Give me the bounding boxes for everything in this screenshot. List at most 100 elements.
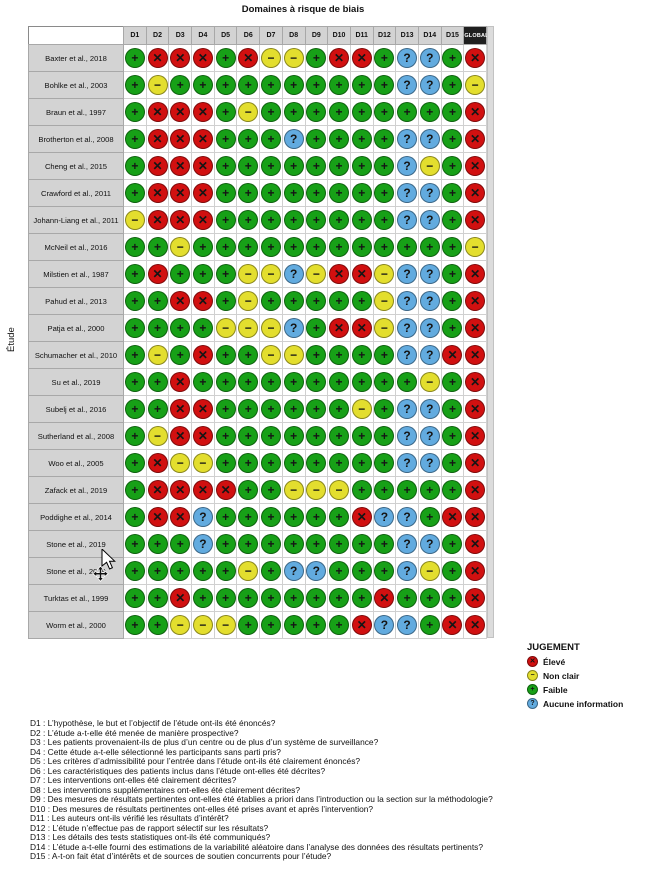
judgment-cell: ? — [395, 71, 419, 99]
judgment-cell: + — [417, 503, 442, 531]
table-row: Su et al., 2019 + + ✕ + + + + + + + + + + − + ✕ — [28, 368, 487, 396]
judgment-cell: + — [349, 179, 374, 207]
judgment-circle-non-clair: − — [124, 210, 145, 230]
judgment-circle-faible: + — [260, 480, 281, 500]
judgment-circle-faible: + — [260, 210, 281, 230]
judgment-circle-non-clair: − — [260, 318, 281, 338]
judgment-cell: ? — [395, 125, 419, 153]
judgment-circle-faible: + — [238, 372, 259, 392]
judgment-cell: + — [123, 233, 147, 261]
judgment-cell: ✕ — [327, 260, 351, 288]
judgment-cell: + — [349, 422, 374, 450]
judgment-circle-faible: + — [442, 372, 463, 392]
judgment-circle-faible: + — [170, 318, 191, 338]
judgment-circle-faible: + — [260, 426, 281, 446]
judgment-circle-aucune-information: ? — [397, 129, 418, 149]
legend-label: Faible — [543, 684, 568, 695]
judgment-cell: ✕ — [145, 152, 170, 180]
judgment-cell: + — [123, 341, 147, 369]
judgment-circle-faible: + — [238, 210, 259, 230]
judgment-cell: + — [123, 44, 147, 72]
judgment-circle-faible: + — [215, 129, 236, 149]
judgment-cell: + — [349, 584, 374, 612]
judgment-cell: ? — [372, 611, 397, 639]
table-row: McNeil et al., 2016 + + − + + + + + + + + + + + + − — [28, 233, 487, 261]
judgment-circle-faible: + — [419, 615, 440, 635]
column-header-d13: D13 — [395, 26, 419, 45]
judgment-cell: ? — [304, 557, 329, 585]
judgment-cell: ? — [395, 503, 419, 531]
judgment-cell: ✕ — [463, 260, 487, 288]
judgment-cell: + — [440, 314, 465, 342]
judgment-circle-non-clair: − — [351, 399, 372, 419]
judgment-circle-faible: + — [260, 507, 281, 527]
study-label: Worm et al., 2000 — [28, 611, 124, 639]
judgment-circle-aucune-information: ? — [397, 507, 418, 527]
study-label: Schumacher et al., 2010 — [28, 341, 124, 369]
judgment-circle-eleve: ✕ — [465, 399, 486, 419]
judgment-cell: + — [259, 98, 283, 126]
judgment-circle-eleve: ✕ — [192, 426, 213, 446]
judgment-circle-faible: + — [260, 183, 281, 203]
judgment-circle-faible: + — [283, 183, 304, 203]
judgment-cell: + — [145, 611, 170, 639]
judgment-cell: + — [259, 449, 283, 477]
table-row: Stone et al., 2019 + + +? + + + + + + + +?? + ✕ — [28, 530, 487, 558]
judgment-circle-faible: + — [192, 264, 213, 284]
judgment-cell: ✕ — [168, 206, 193, 234]
judgment-circle-faible: + — [374, 453, 395, 473]
judgment-cell: + — [123, 584, 147, 612]
footnote: D8 : Les interventions supplémentaires o… — [30, 784, 300, 795]
judgment-cell: ? — [395, 44, 419, 72]
judgment-circle-eleve: ✕ — [147, 102, 168, 122]
judgment-cell: + — [304, 287, 329, 315]
judgment-cell: + — [417, 476, 442, 504]
judgment-circle-faible: + — [215, 156, 236, 176]
judgment-cell: + — [281, 98, 306, 126]
judgment-circle-faible: + — [329, 183, 350, 203]
judgment-circle-non-clair: − — [283, 480, 304, 500]
judgment-circle-aucune-information: ? — [419, 318, 440, 338]
judgment-circle-faible: + — [124, 318, 145, 338]
judgment-cell: − — [281, 341, 306, 369]
judgment-circle-eleve: ✕ — [465, 264, 486, 284]
judgment-cell: − — [168, 611, 193, 639]
judgment-circle-faible: + — [215, 291, 236, 311]
judgment-circle-faible: + — [124, 129, 145, 149]
judgment-circle-faible: + — [374, 345, 395, 365]
study-label: McNeil et al., 2016 — [28, 233, 124, 261]
judgment-cell: ✕ — [191, 395, 215, 423]
judgment-cell: + — [259, 206, 283, 234]
judgment-circle-faible: + — [260, 561, 281, 581]
y-axis-label: Étude — [6, 327, 17, 352]
judgment-circle-faible: + — [419, 480, 440, 500]
study-label: Poddighe et al., 2014 — [28, 503, 124, 531]
judgment-cell: + — [440, 179, 465, 207]
judgment-cell: + — [191, 260, 215, 288]
judgment-cell: + — [372, 530, 397, 558]
judgment-circle-aucune-information: ? — [419, 129, 440, 149]
judgment-cell: + — [281, 368, 306, 396]
judgment-circle-faible: + — [124, 588, 145, 608]
judgment-circle-faible: + — [260, 237, 281, 257]
judgment-circle-non-clair: − — [147, 75, 168, 95]
table-row: Johann-Liang et al., 2011− ✕ ✕ ✕ + + + + + + + +?? +… — [28, 206, 487, 234]
judgment-cell: ? — [417, 260, 442, 288]
judgment-circle-eleve: ✕ — [351, 615, 372, 635]
judgment-circle-faible: + — [215, 453, 236, 473]
judgment-cell: + — [281, 206, 306, 234]
judgment-cell: + — [417, 611, 442, 639]
judgment-circle-faible: + — [329, 372, 350, 392]
judgment-cell: + — [259, 611, 283, 639]
judgment-cell: + — [304, 422, 329, 450]
judgment-cell: + — [236, 503, 261, 531]
judgment-cell: + — [372, 152, 397, 180]
judgment-cell: ? — [395, 260, 419, 288]
table-row: Turktas et al., 1999 + + ✕ + + + + + + + + ✕ + + + ✕ — [28, 584, 487, 612]
judgment-cell: + — [349, 125, 374, 153]
judgment-cell: ✕ — [168, 584, 193, 612]
table-row: Crawford et al., 2011 + ✕ ✕ ✕ + + + + + + + +?? + ✕ — [28, 179, 487, 207]
judgment-cell: − — [417, 368, 442, 396]
judgment-circle-faible: + — [238, 129, 259, 149]
judgment-circle-aucune-information: ? — [397, 210, 418, 230]
